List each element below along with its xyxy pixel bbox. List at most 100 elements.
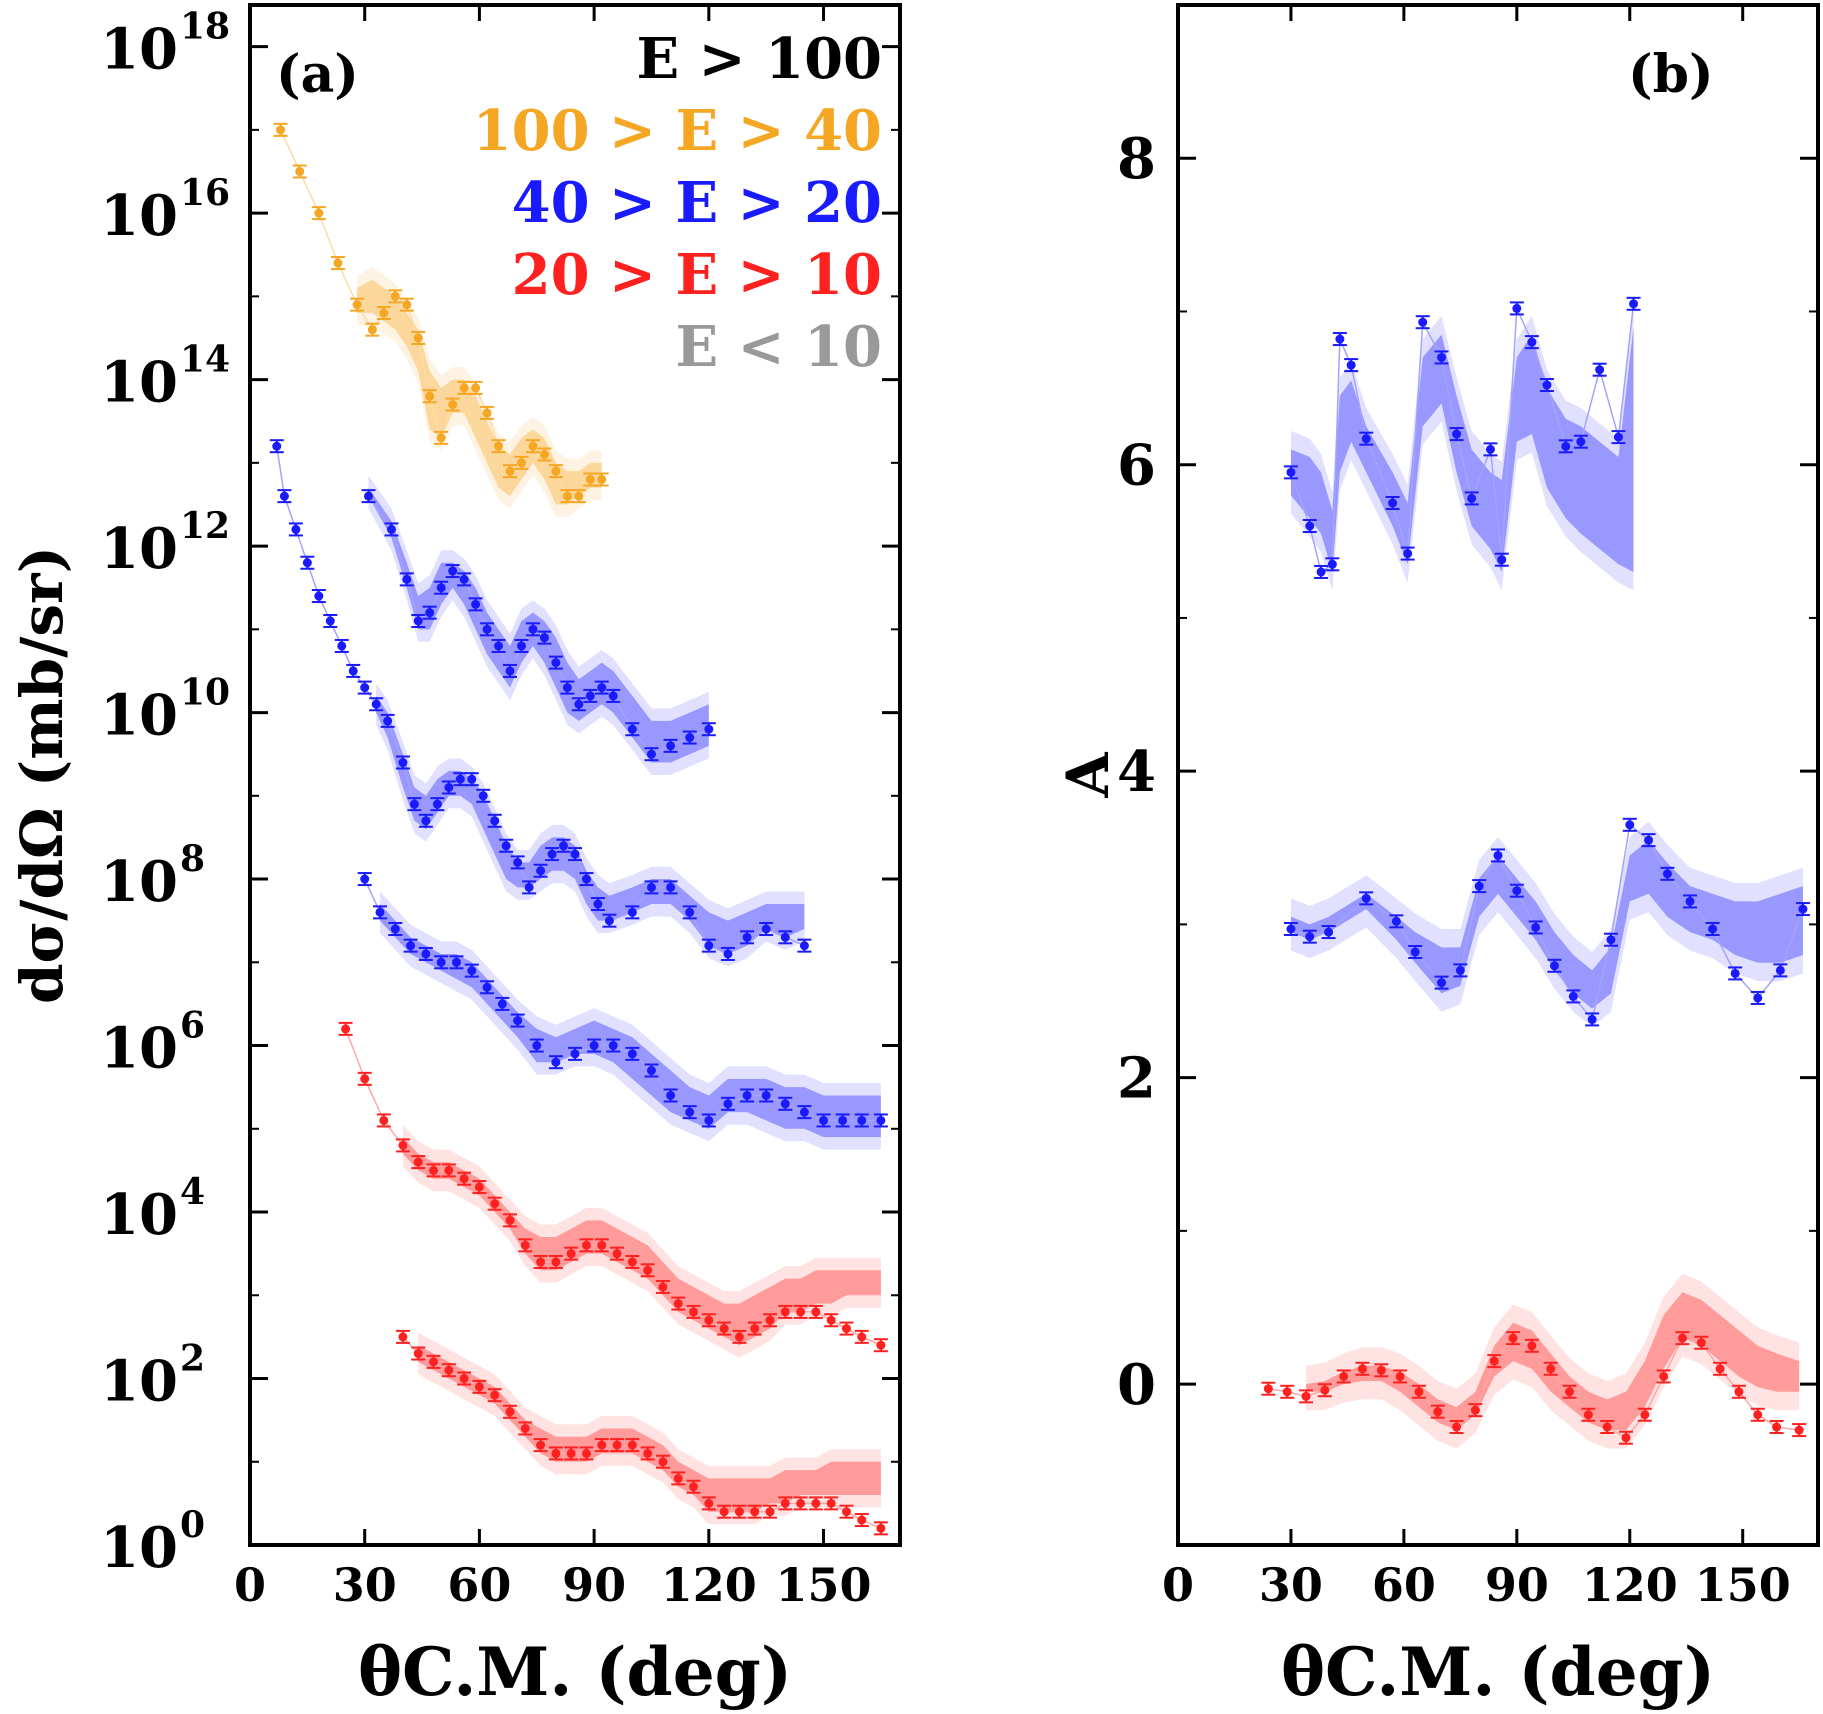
y-tick-label: 8 [1117,126,1156,192]
data-point [348,666,358,676]
y-tick-base: 10 [100,183,178,249]
data-point [1433,1407,1443,1417]
data-point [436,583,446,593]
data-point [1388,498,1398,508]
data-point [467,774,477,784]
panel-label: (b) [1628,44,1714,105]
data-point [474,1182,484,1192]
data-point [490,1390,500,1400]
plot-area-a [269,122,888,1536]
legend-entry: E > 100 [637,26,883,92]
data-point [1546,1364,1556,1374]
data-point [536,1257,546,1267]
data-point [1301,1391,1311,1401]
data-point [459,574,469,584]
y-tick-label: 10 16 [100,172,230,249]
uncertainty-band-outer [376,683,805,967]
data-point [685,907,695,917]
data-point [459,1174,469,1184]
data-point [1286,467,1296,477]
x-tick-label: 120 [1582,1558,1678,1612]
data-point [838,1115,848,1125]
data-point [826,1498,836,1508]
data-point [570,1049,580,1059]
data-point [799,941,809,951]
data-point [566,1249,576,1259]
data-point [841,1324,851,1334]
uncertainty-band [1306,1292,1800,1431]
data-point [505,666,515,676]
data-point [857,1515,867,1525]
data-point [627,724,637,734]
data-point [444,782,454,792]
data-point [295,166,305,176]
data-point [1263,1384,1273,1394]
data-point [1455,965,1465,975]
data-point [551,466,561,476]
data-point [551,658,561,668]
x-tick-label: 120 [661,1558,757,1612]
series-a-5 [338,1021,888,1358]
data-point [1376,1365,1386,1375]
y-tick-exponent: 0 [180,1504,205,1546]
series-line [276,446,805,955]
y-tick-label: 10 2 [100,1338,205,1415]
data-point [750,1324,760,1334]
data-point [673,1299,683,1309]
data-point [1583,1410,1593,1420]
data-point [367,325,377,335]
data-point [646,749,656,759]
data-point [1662,869,1672,879]
data-point [390,291,400,301]
y-tick-base: 10 [100,1515,178,1581]
data-point [1410,947,1420,957]
x-axis-title: θC.M. (deg) [358,1633,792,1711]
data-point [425,608,435,618]
data-point [612,1440,622,1450]
data-point [581,1448,591,1458]
data-point [719,1507,729,1517]
data-point [520,1240,530,1250]
data-point [279,491,289,501]
data-point [666,882,676,892]
data-point [490,816,500,826]
data-point [536,1440,546,1450]
data-point [471,383,481,393]
data-point [413,1349,423,1359]
data-point [539,450,549,460]
data-point [524,882,534,892]
data-point [1327,559,1337,569]
data-point [379,308,389,318]
series-a-1 [273,122,609,517]
data-point [1493,850,1503,860]
series-a-4 [357,872,888,1150]
uncertainty-band [368,487,709,763]
y-tick-exponent: 18 [180,6,230,48]
data-point [291,524,301,534]
data-point [857,1115,867,1125]
data-point [497,999,507,1009]
data-point [1437,978,1447,988]
data-point [390,924,400,934]
data-point [413,1157,423,1167]
y-tick-base: 10 [100,849,178,915]
plot-area-b [1261,296,1810,1449]
data-point [513,857,523,867]
data-point [780,932,790,942]
data-point [490,1199,500,1209]
y-axis-title: A [1054,752,1122,799]
y-tick-base: 10 [100,17,178,83]
data-point [1708,924,1718,934]
data-point [876,1523,886,1533]
data-point [857,1332,867,1342]
data-point [1561,441,1571,451]
data-point [360,683,370,693]
data-point [780,1099,790,1109]
data-point [459,383,469,393]
y-tick-exponent: 8 [180,838,205,880]
data-point [646,882,656,892]
data-point [444,1165,454,1175]
data-point [1282,1387,1292,1397]
data-point [1346,360,1356,370]
y-tick-exponent: 12 [180,505,230,547]
